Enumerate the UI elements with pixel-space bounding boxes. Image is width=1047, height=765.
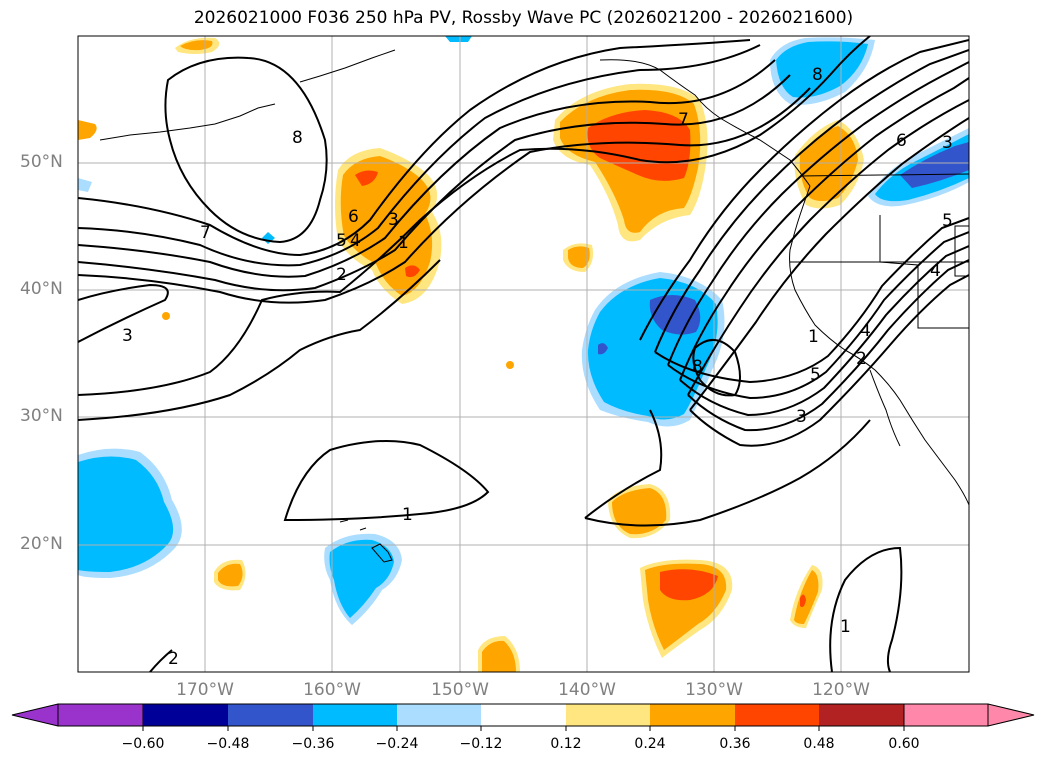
contour-label-1-hawaii: 1 (402, 505, 413, 525)
lat-label-30n: 30°N (20, 406, 63, 426)
contour-label-8-ne: 8 (812, 65, 823, 85)
colorbar-tick-label: 0.48 (803, 736, 835, 752)
lat-label-20n: 20°N (20, 534, 63, 554)
contour-label-7-north: 7 (678, 110, 689, 130)
map-plot-area: 8 7 6 5 4 3 2 1 3 7 6 5 4 3 2 1 8 1 1 5 … (78, 36, 969, 672)
map-frame (77, 35, 970, 673)
contour-label-1: 1 (398, 233, 409, 253)
colorbar-tick-label: 0.12 (550, 736, 582, 752)
lon-label-150w: 150°W (431, 680, 489, 700)
colorbar-tick-label: 0.60 (888, 736, 920, 752)
contour-label-4-east: 4 (860, 321, 871, 341)
map-title: 2026021000 F036 250 hPa PV, Rossby Wave … (193, 8, 854, 28)
contour-label-3-east: 3 (796, 407, 807, 427)
colorbar (11, 703, 1035, 731)
contour-label-2-east: 2 (856, 349, 867, 369)
colorbar-tick-label: −0.60 (121, 736, 165, 752)
contour-label-8: 8 (292, 128, 303, 148)
lat-label-40n: 40°N (20, 279, 63, 299)
contour-label-3: 3 (388, 210, 399, 230)
contour-lines (78, 36, 969, 672)
lon-label-140w: 140°W (558, 680, 616, 700)
colorbar-tick-label: 0.36 (719, 736, 751, 752)
contour-label-3-west: 3 (122, 326, 133, 346)
colorbar-tick-label: −0.48 (206, 736, 250, 752)
lon-label-170w: 170°W (176, 680, 234, 700)
contour-label-3-ne: 3 (942, 133, 953, 153)
contour-label-4: 4 (350, 231, 361, 251)
contour-label-6: 6 (348, 207, 359, 227)
contour-label-6-east: 6 (896, 131, 907, 151)
contour-label-5-ne: 5 (942, 211, 953, 231)
contour-label-4-se: 4 (930, 261, 941, 281)
contour-label-8-east: 8 (692, 357, 703, 377)
colorbar-tick-label: −0.36 (291, 736, 335, 752)
lat-label-50n: 50°N (20, 152, 63, 172)
contour-label-1-east: 1 (808, 327, 819, 347)
contour-labels: 8 7 6 5 4 3 2 1 3 7 6 5 4 3 2 1 8 1 1 5 … (122, 65, 953, 669)
lon-label-130w: 130°W (685, 680, 743, 700)
lon-label-120w: 120°W (812, 680, 870, 700)
colorbar-tick-label: −0.24 (375, 736, 419, 752)
colorbar-tick-label: 0.24 (634, 736, 666, 752)
contour-label-5: 5 (336, 231, 347, 251)
contour-label-7: 7 (200, 223, 211, 243)
contour-label-1-south: 1 (840, 617, 851, 637)
contour-label-5-east: 5 (810, 365, 821, 385)
contour-label-2: 2 (336, 265, 347, 285)
graticule (78, 36, 969, 672)
colorbar-tick-label: −0.12 (459, 736, 503, 752)
lon-label-160w: 160°W (303, 680, 361, 700)
contour-label-2-sw: 2 (168, 649, 179, 669)
